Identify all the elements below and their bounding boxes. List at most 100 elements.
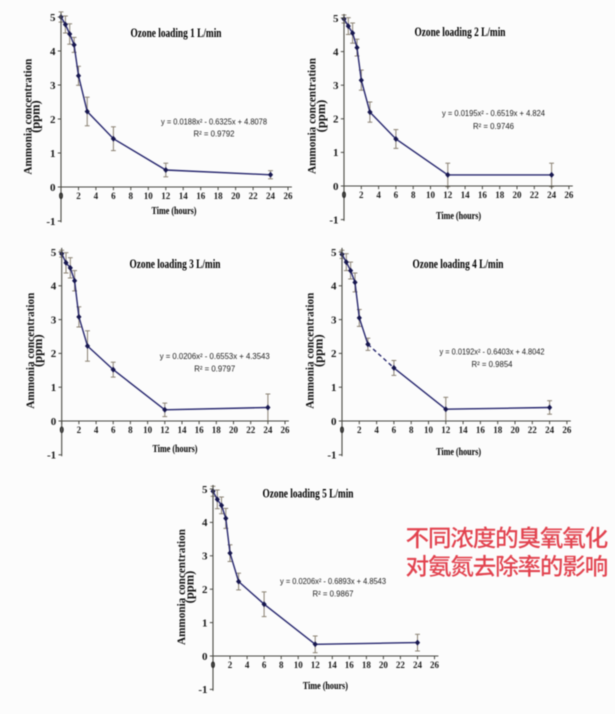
- svg-text:4: 4: [94, 425, 99, 435]
- svg-text:22: 22: [528, 425, 538, 435]
- svg-text:1: 1: [331, 382, 337, 394]
- svg-text:Ozone loading 1 L/min: Ozone loading 1 L/min: [131, 26, 222, 40]
- svg-text:2: 2: [77, 425, 82, 435]
- svg-text:8: 8: [411, 190, 416, 200]
- svg-text:Ozone loading 3 L/min: Ozone loading 3 L/min: [130, 257, 221, 271]
- svg-text:0: 0: [342, 190, 347, 200]
- svg-text:6: 6: [111, 425, 116, 435]
- svg-text:Ozone loading 4 L/min: Ozone loading 4 L/min: [413, 257, 504, 271]
- svg-text:20: 20: [231, 191, 241, 201]
- svg-text:2: 2: [359, 190, 364, 200]
- svg-text:12: 12: [311, 660, 321, 670]
- svg-text:8: 8: [279, 660, 284, 670]
- svg-text:20: 20: [511, 425, 521, 435]
- svg-text:20: 20: [379, 660, 389, 670]
- svg-text:R² = 0.9746: R² = 0.9746: [473, 122, 515, 131]
- svg-text:10: 10: [144, 191, 154, 201]
- svg-text:16: 16: [478, 190, 488, 200]
- svg-text:5: 5: [51, 247, 57, 259]
- svg-text:24: 24: [545, 425, 555, 435]
- svg-text:0: 0: [59, 425, 64, 435]
- svg-text:16: 16: [476, 425, 486, 435]
- svg-text:10: 10: [143, 425, 153, 435]
- svg-text:8: 8: [129, 191, 134, 201]
- svg-text:2: 2: [50, 114, 56, 126]
- svg-text:y = 0.0195x² - 0.6519x + 4.824: y = 0.0195x² - 0.6519x + 4.824: [442, 109, 546, 118]
- svg-text:2: 2: [331, 348, 337, 360]
- svg-text:4: 4: [50, 46, 56, 58]
- svg-text:Ammonia concentration: Ammonia concentration: [176, 528, 188, 645]
- svg-text:Time (hours): Time (hours): [153, 444, 198, 455]
- svg-text:14: 14: [328, 660, 338, 670]
- svg-text:R² = 0.9867: R² = 0.9867: [313, 589, 355, 598]
- svg-text:18: 18: [214, 191, 224, 201]
- svg-text:Ozone loading 5 L/min: Ozone loading 5 L/min: [263, 487, 354, 501]
- svg-text:1: 1: [333, 147, 339, 159]
- svg-text:24: 24: [547, 190, 557, 200]
- svg-text:R² = 0.9797: R² = 0.9797: [194, 364, 236, 373]
- svg-text:Time (hours): Time (hours): [303, 681, 348, 692]
- svg-text:Ammonia concentration: Ammonia concentration: [305, 292, 317, 409]
- svg-text:Ozone loading 2 L/min: Ozone loading 2 L/min: [415, 25, 506, 39]
- svg-text:2: 2: [51, 348, 57, 360]
- svg-text:6: 6: [392, 425, 397, 435]
- svg-text:12: 12: [443, 190, 453, 200]
- svg-text:y = 0.0188x² - 0.6325x + 4.807: y = 0.0188x² - 0.6325x + 4.8078: [161, 117, 268, 126]
- svg-text:18: 18: [362, 660, 372, 670]
- svg-text:18: 18: [212, 425, 222, 435]
- svg-text:y = 0.0192x² - 0.6403x + 4.804: y = 0.0192x² - 0.6403x + 4.8042: [440, 347, 546, 356]
- svg-text:1: 1: [202, 617, 208, 629]
- svg-text:R² = 0.9854: R² = 0.9854: [472, 360, 514, 369]
- svg-text:-1: -1: [47, 450, 56, 462]
- svg-text:12: 12: [160, 425, 170, 435]
- svg-text:8: 8: [128, 425, 133, 435]
- svg-text:5: 5: [331, 247, 337, 259]
- svg-text:(ppm): (ppm): [31, 334, 45, 367]
- svg-text:26: 26: [562, 425, 572, 435]
- svg-text:4: 4: [376, 190, 381, 200]
- svg-text:Time (hours): Time (hours): [152, 206, 197, 217]
- svg-text:14: 14: [459, 425, 469, 435]
- svg-text:26: 26: [281, 425, 291, 435]
- svg-text:18: 18: [495, 190, 505, 200]
- svg-text:20: 20: [513, 190, 523, 200]
- svg-text:6: 6: [394, 190, 399, 200]
- svg-text:14: 14: [178, 425, 188, 435]
- svg-text:Ammonia concentration: Ammonia concentration: [23, 58, 35, 175]
- svg-text:4: 4: [374, 425, 379, 435]
- svg-text:2: 2: [76, 191, 81, 201]
- svg-text:22: 22: [249, 191, 259, 201]
- svg-text:26: 26: [284, 191, 294, 201]
- svg-text:4: 4: [202, 517, 208, 529]
- svg-text:22: 22: [246, 425, 256, 435]
- svg-text:24: 24: [266, 191, 276, 201]
- svg-text:10: 10: [294, 660, 304, 670]
- svg-text:R² = 0.9792: R² = 0.9792: [194, 129, 236, 138]
- svg-text:1: 1: [50, 148, 56, 160]
- svg-text:(ppm): (ppm): [183, 571, 197, 604]
- svg-text:16: 16: [345, 660, 355, 670]
- svg-text:12: 12: [161, 191, 171, 201]
- svg-text:24: 24: [413, 660, 423, 670]
- svg-text:10: 10: [426, 190, 436, 200]
- svg-text:14: 14: [461, 190, 471, 200]
- svg-text:22: 22: [530, 190, 540, 200]
- svg-text:12: 12: [441, 425, 451, 435]
- svg-text:0: 0: [202, 651, 208, 663]
- svg-text:1: 1: [51, 382, 57, 394]
- svg-text:26: 26: [430, 660, 440, 670]
- svg-text:18: 18: [493, 425, 503, 435]
- svg-text:0: 0: [333, 181, 339, 193]
- svg-text:3: 3: [333, 80, 339, 92]
- svg-text:0: 0: [50, 182, 56, 194]
- svg-text:0: 0: [59, 191, 64, 201]
- svg-text:3: 3: [51, 314, 57, 326]
- svg-text:6: 6: [262, 660, 267, 670]
- svg-text:4: 4: [94, 191, 99, 201]
- svg-text:2: 2: [357, 425, 362, 435]
- svg-text:-1: -1: [46, 216, 55, 228]
- svg-text:22: 22: [396, 660, 406, 670]
- svg-text:2: 2: [202, 584, 208, 596]
- svg-text:Time (hours): Time (hours): [436, 447, 481, 458]
- svg-text:Ammonia concentration: Ammonia concentration: [25, 292, 37, 409]
